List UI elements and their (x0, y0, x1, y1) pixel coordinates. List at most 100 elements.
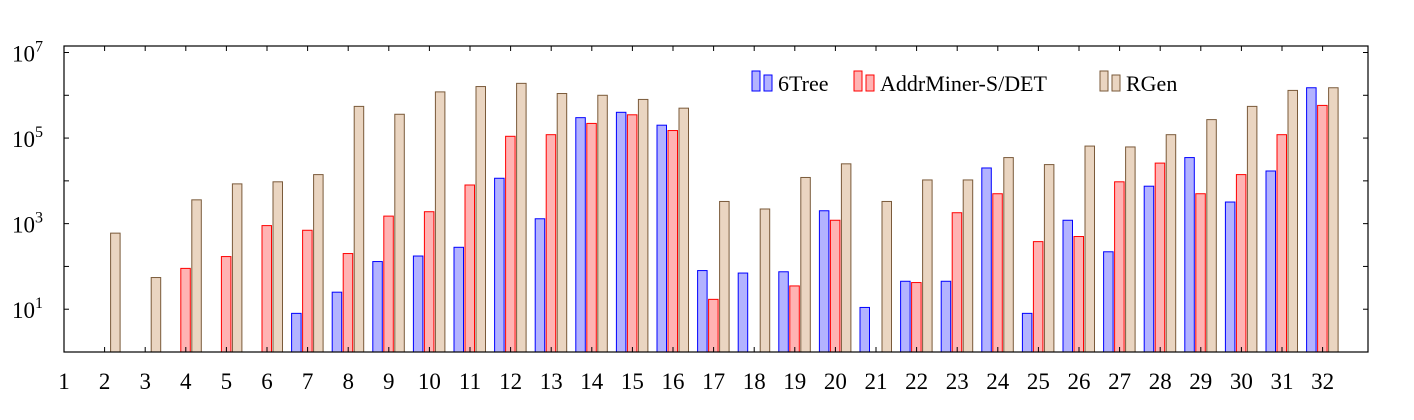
legend-swatch-addrminer-s-det-a (853, 70, 863, 92)
bar-6tree-7 (291, 312, 302, 353)
bar-rgen-13 (556, 93, 568, 353)
x-tick-label: 27 (1108, 369, 1131, 394)
bar-addrminer-s-det-6 (261, 225, 272, 353)
legend-swatch-6tree-b (763, 74, 773, 92)
bar-addrminer-s-det-20 (829, 219, 841, 353)
bar-rgen-14 (597, 94, 608, 353)
x-tick-label: 11 (459, 369, 481, 394)
bar-rgen-19 (800, 176, 811, 353)
x-tick-label: 32 (1311, 369, 1334, 394)
bar-6tree-32 (1306, 87, 1317, 353)
bar-addrminer-s-det-23 (951, 212, 963, 353)
x-tick-label: 3 (139, 369, 151, 394)
bar-rgen-32 (1328, 87, 1339, 353)
y-tick-exponent: 5 (35, 124, 43, 141)
bar-addrminer-s-det-30 (1235, 174, 1247, 353)
bar-6tree-30 (1224, 201, 1236, 353)
bar-rgen-15 (637, 98, 649, 353)
x-tick-label: 17 (702, 369, 725, 394)
y-tick-label: 101 (12, 295, 43, 323)
bar-rgen-26 (1084, 145, 1095, 353)
bar-6tree-25 (1021, 312, 1033, 353)
bar-rgen-29 (1206, 119, 1217, 353)
x-tick-label: 15 (621, 369, 644, 394)
bar-6tree-29 (1184, 157, 1195, 353)
x-tick-label: 24 (986, 369, 1010, 394)
bar-6tree-27 (1103, 251, 1114, 353)
x-tick-label: 1 (58, 369, 70, 394)
bar-addrminer-s-det-16 (667, 130, 678, 353)
bar-6tree-19 (778, 271, 789, 353)
bar-6tree-17 (697, 270, 708, 353)
y-tick-label: 105 (12, 124, 43, 152)
bar-addrminer-s-det-10 (423, 211, 435, 353)
bar-addrminer-s-det-26 (1073, 236, 1084, 353)
x-tick-label: 7 (302, 369, 314, 394)
bar-addrminer-s-det-19 (789, 285, 800, 353)
x-tick-label: 2 (99, 369, 111, 394)
bar-addrminer-s-det-29 (1195, 193, 1206, 353)
bar-6tree-11 (453, 246, 464, 353)
bar-6tree-18 (737, 272, 749, 353)
x-tick-label: 13 (540, 369, 563, 394)
y-tick-label: 103 (12, 210, 43, 238)
plot-frame (63, 45, 1369, 353)
bar-6tree-22 (900, 280, 911, 353)
bar-6tree-14 (575, 117, 586, 353)
bar-addrminer-s-det-11 (464, 184, 475, 353)
bar-rgen-17 (719, 200, 730, 353)
x-tick-label: 14 (580, 369, 604, 394)
y-tick-base: 10 (12, 298, 35, 323)
x-tick-label: 8 (342, 369, 354, 394)
y-tick-label: 107 (12, 39, 43, 67)
bar-rgen-30 (1246, 105, 1258, 353)
bar-rgen-2 (110, 232, 121, 353)
bar-addrminer-s-det-25 (1032, 241, 1044, 353)
x-tick-label: 4 (180, 369, 192, 394)
bar-rgen-6 (272, 181, 283, 353)
x-tick-label: 22 (905, 369, 928, 394)
x-tick-label: 10 (418, 369, 441, 394)
x-tick-label: 29 (1189, 369, 1212, 394)
x-tick-label: 21 (865, 369, 888, 394)
bar-addrminer-s-det-8 (342, 253, 354, 353)
bar-addrminer-s-det-17 (708, 298, 719, 353)
x-tick-label: 20 (824, 369, 847, 394)
bar-6tree-10 (412, 255, 424, 353)
bar-rgen-27 (1125, 146, 1136, 353)
x-tick-label: 31 (1271, 369, 1294, 394)
bar-rgen-24 (1003, 157, 1014, 353)
x-tick-label: 16 (662, 369, 685, 394)
bar-addrminer-s-det-24 (992, 193, 1003, 353)
x-tick-label: 30 (1230, 369, 1253, 394)
legend-swatch-rgen-a (1099, 70, 1109, 92)
bar-rgen-5 (231, 183, 243, 353)
bar-addrminer-s-det-32 (1317, 104, 1328, 353)
bar-rgen-18 (759, 208, 771, 353)
x-tick-label: 28 (1149, 369, 1172, 394)
bar-rgen-28 (1165, 134, 1177, 353)
bar-6tree-26 (1062, 219, 1073, 353)
bar-rgen-3 (150, 277, 162, 353)
bar-addrminer-s-det-5 (220, 256, 232, 353)
bar-addrminer-s-det-14 (586, 122, 597, 353)
bar-6tree-24 (981, 167, 992, 353)
bar-rgen-7 (313, 174, 324, 353)
bar-6tree-15 (615, 111, 627, 353)
bar-rgen-11 (475, 86, 486, 353)
bar-6tree-16 (656, 124, 667, 353)
bar-rgen-8 (353, 105, 365, 353)
legend-swatch-6tree-a (751, 70, 761, 92)
x-tick-label: 18 (743, 369, 766, 394)
bar-6tree-31 (1265, 170, 1276, 353)
bar-addrminer-s-det-7 (302, 229, 313, 353)
bar-rgen-21 (881, 200, 892, 353)
bar-rgen-12 (516, 82, 527, 353)
bar-addrminer-s-det-9 (383, 215, 394, 353)
x-tick-label: 5 (221, 369, 233, 394)
bar-6tree-8 (331, 291, 343, 353)
x-tick-label: 23 (946, 369, 969, 394)
bars-layer (88, 82, 1339, 353)
bar-addrminer-s-det-31 (1276, 134, 1287, 353)
